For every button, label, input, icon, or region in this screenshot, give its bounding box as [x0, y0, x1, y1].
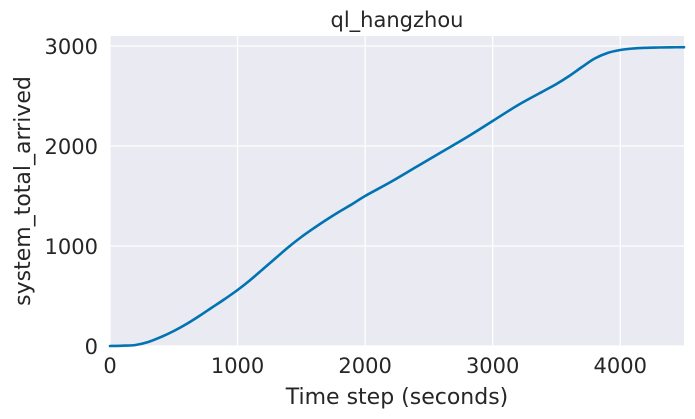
- x-tick-label: 0: [103, 354, 116, 378]
- x-tick-label: 2000: [338, 354, 391, 378]
- series-line: [108, 45, 686, 348]
- y-tick-label: 2000: [45, 135, 98, 159]
- series-layer: [108, 45, 686, 348]
- x-tick-label: 3000: [466, 354, 519, 378]
- y-tick-labels: 0 1000 2000 3000: [45, 35, 98, 359]
- y-axis-label: system_total_arrived: [11, 76, 36, 306]
- chart-title: ql_hangzhou: [331, 8, 464, 33]
- x-tick-label: 4000: [593, 354, 646, 378]
- plot-area: [110, 36, 684, 346]
- y-gridlines: [110, 45, 684, 347]
- x-axis-label: Time step (seconds): [285, 385, 509, 410]
- y-tick-label: 0: [85, 335, 98, 359]
- x-tick-labels: 0 1000 2000 3000 4000: [103, 354, 647, 378]
- x-tick-label: 1000: [211, 354, 264, 378]
- y-tick-label: 1000: [45, 235, 98, 259]
- x-gridlines: [109, 36, 621, 346]
- y-tick-label: 3000: [45, 35, 98, 59]
